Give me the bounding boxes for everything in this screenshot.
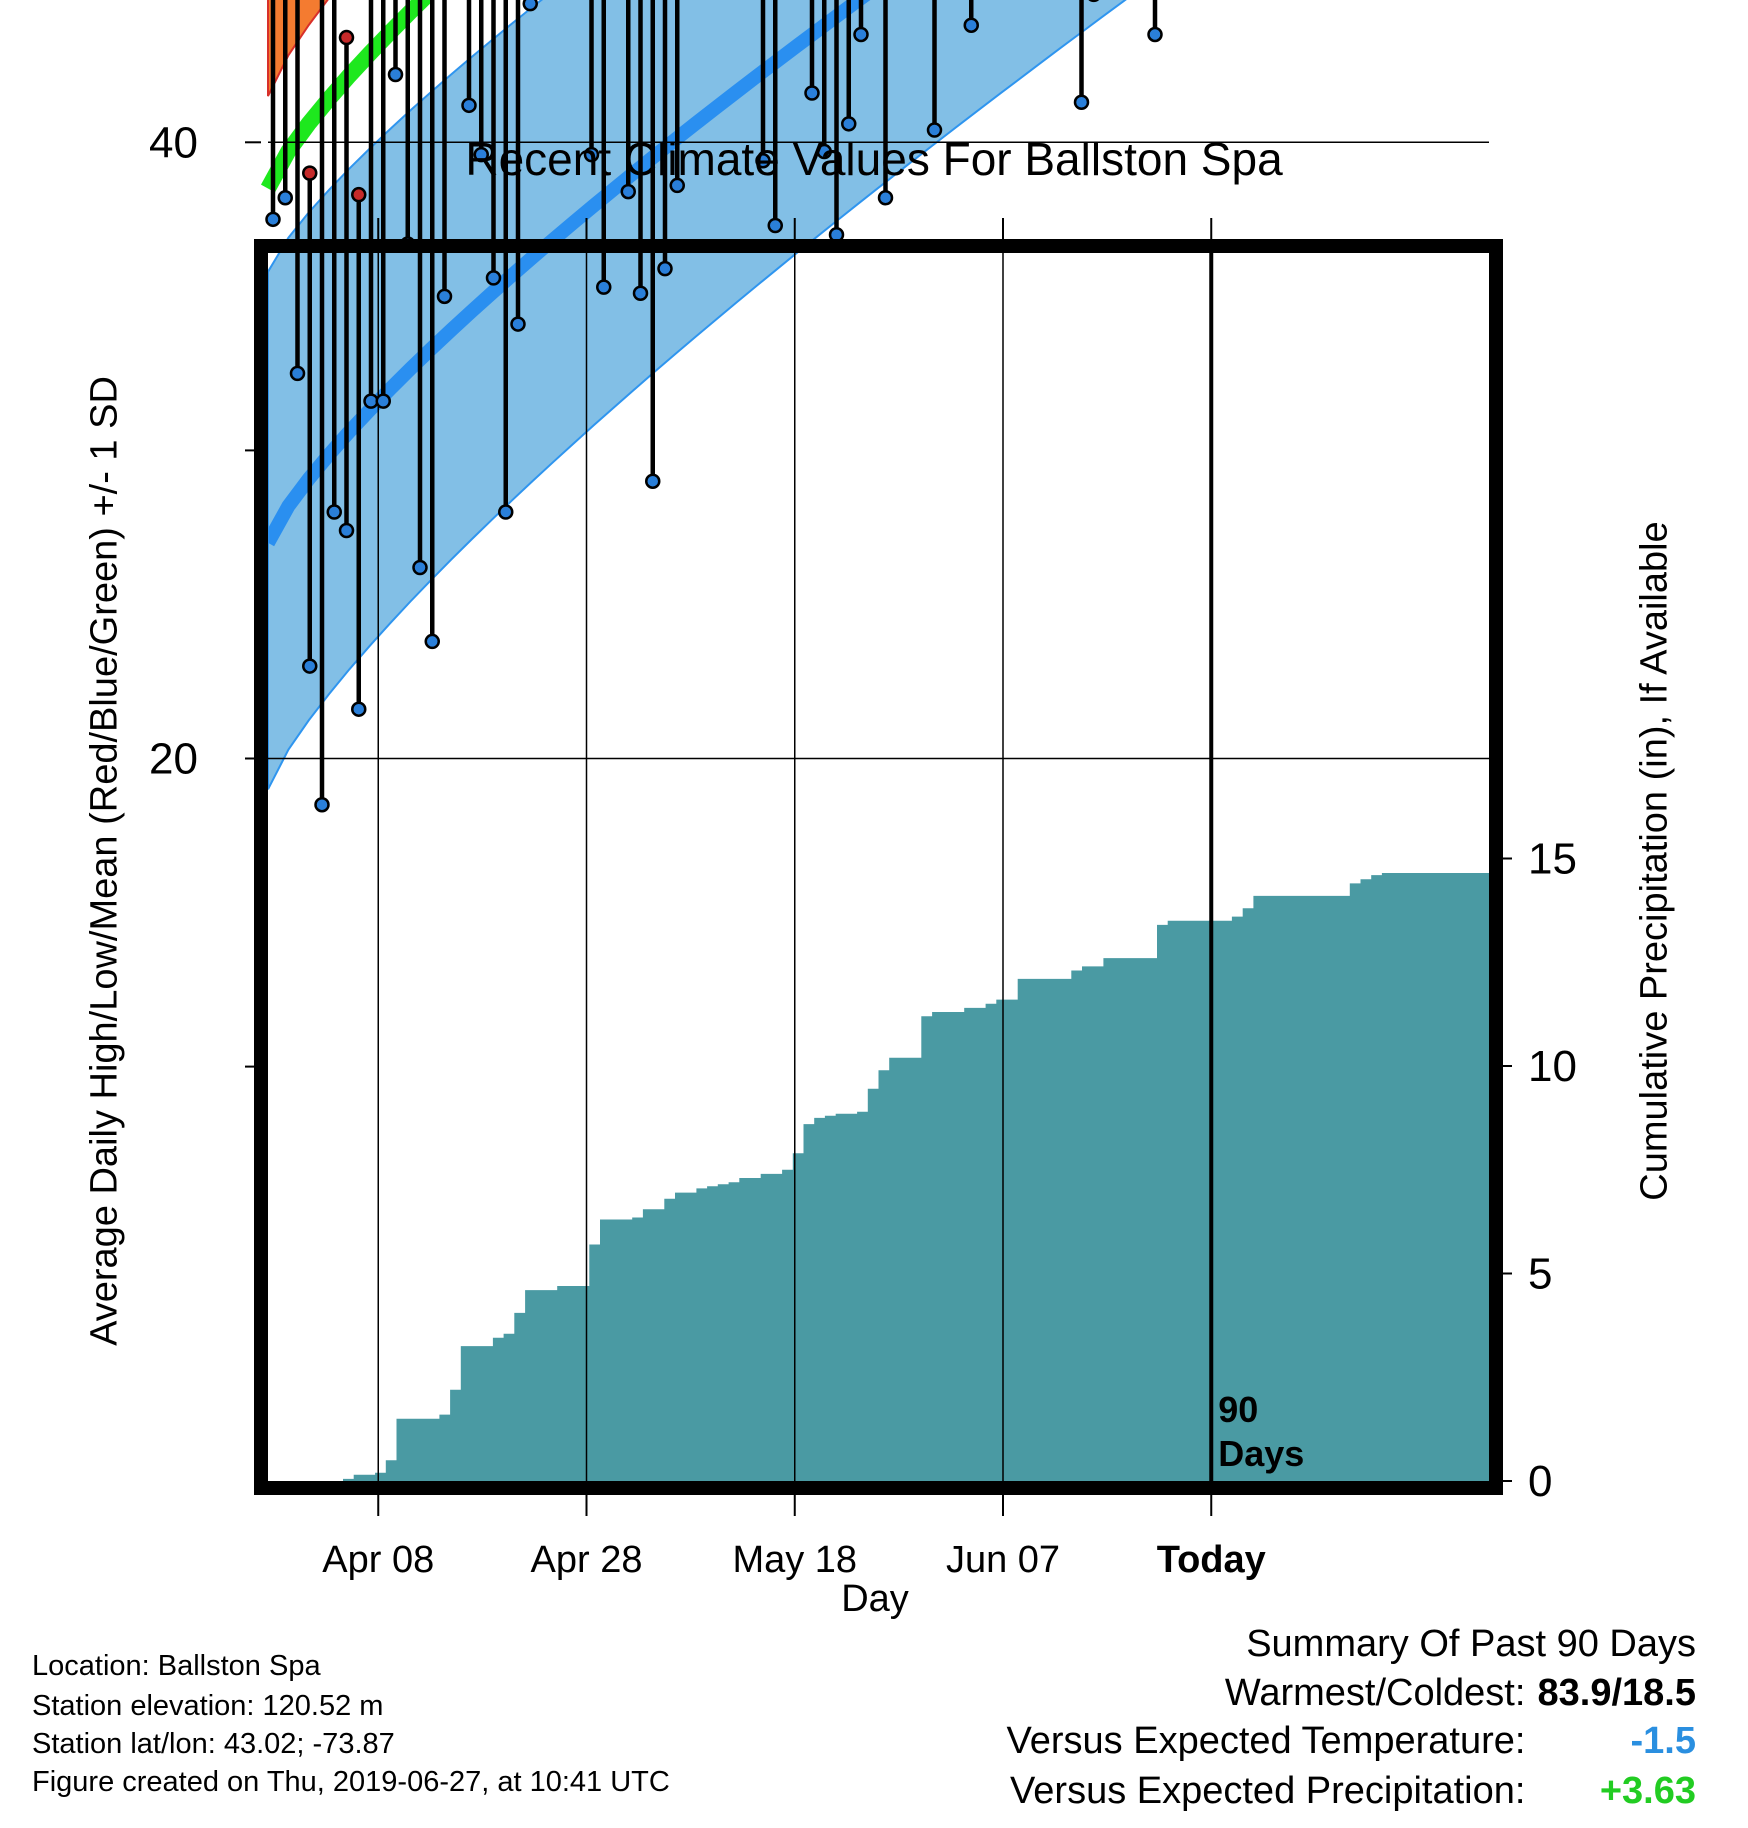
warm-cold-label: Warmest/Coldest:	[1224, 1672, 1526, 1714]
low-dot	[596, 279, 612, 295]
chart-title: Recent Climate Values For Ballston Spa	[465, 133, 1283, 185]
low-dot	[1147, 26, 1163, 43]
high-dot	[338, 29, 355, 46]
low-dot	[289, 365, 306, 382]
y2-tick-label: 0	[1528, 1457, 1552, 1506]
low-dot	[314, 796, 330, 813]
low-dot	[351, 701, 367, 717]
low-dot	[963, 17, 979, 33]
low-dot	[645, 473, 661, 489]
high-dot	[302, 165, 318, 181]
low-dot	[424, 633, 440, 650]
low-dot	[302, 658, 318, 674]
y-tick-label: 20	[149, 735, 198, 784]
summary-warm-cold: Warmest/Coldest: 83.9/18.5	[1225, 1672, 1696, 1715]
low-dot	[657, 260, 673, 277]
low-dot	[816, 143, 832, 160]
low-dot	[461, 97, 477, 114]
observed-temperatures	[265, 0, 1163, 813]
y-tick-label: 40	[149, 118, 198, 167]
low-dot	[510, 316, 526, 332]
y2-tick-label: 10	[1528, 1042, 1577, 1091]
x-tick-label: Today	[1157, 1539, 1266, 1581]
low-dot	[1088, 0, 1100, 3]
summary-heading: Summary Of Past 90 Days	[1246, 1623, 1696, 1665]
precip-cumulative-area	[268, 873, 1489, 1481]
low-dot	[804, 85, 820, 101]
low-dot	[853, 26, 869, 43]
precipitation-value: +3.63	[1599, 1770, 1696, 1812]
low-dot	[338, 522, 355, 539]
low-dot	[485, 270, 502, 286]
low-dot	[583, 146, 600, 163]
low-dot	[522, 0, 538, 12]
location-text: Location: Ballston Spa	[32, 1650, 321, 1682]
low-dot	[926, 122, 943, 138]
normal-bands	[260, 0, 1127, 790]
low-dot	[841, 116, 857, 132]
low-dot	[755, 153, 771, 169]
x-tick-label: Jun 07	[946, 1539, 1060, 1581]
y2-tick-label: 5	[1528, 1250, 1552, 1299]
low-dot	[498, 504, 514, 520]
warm-cold-value: 83.9/18.5	[1537, 1672, 1696, 1714]
summary-precipitation: Versus Expected Precipitation: +3.63	[1010, 1770, 1696, 1813]
low-dot	[620, 183, 636, 200]
high-sd-band	[267, 0, 329, 97]
low-dot	[387, 66, 404, 83]
low-sd-band	[267, 0, 1127, 790]
low-dot	[632, 285, 649, 302]
temperature-label: Versus Expected Temperature:	[1006, 1720, 1526, 1762]
low-dot	[436, 288, 453, 305]
low-dot	[412, 559, 428, 576]
summary-temperature: Versus Expected Temperature: -1.5	[1007, 1720, 1696, 1763]
x-axis-label: Day	[841, 1578, 909, 1620]
today-label-days: Days	[1218, 1433, 1304, 1474]
low-dot	[265, 211, 281, 228]
low-dot	[473, 146, 489, 163]
low-dot	[1073, 94, 1090, 110]
y2-axis-label: Cumulative Precipitation (in), If Availa…	[1633, 521, 1676, 1201]
normal-low-line	[261, 0, 871, 547]
elevation-text: Station elevation: 120.52 m	[32, 1690, 384, 1722]
plot-border	[254, 239, 1503, 1495]
x-tick-label: Apr 08	[322, 1539, 434, 1581]
y-axis-label: Average Daily High/Low/Mean (Red/Blue/Gr…	[83, 376, 126, 1346]
low-dot	[375, 393, 391, 409]
today-label-90: 90	[1218, 1389, 1258, 1430]
latlon-text: Station lat/lon: 43.02; -73.87	[32, 1728, 395, 1760]
low-dot	[326, 504, 342, 520]
precipitation-label: Versus Expected Precipitation:	[1010, 1770, 1526, 1812]
precipitation-area	[268, 873, 1489, 1481]
low-dot	[669, 177, 685, 194]
created-text: Figure created on Thu, 2019-06-27, at 10…	[32, 1766, 670, 1798]
low-dot	[767, 217, 783, 234]
y2-tick-label: 15	[1528, 835, 1577, 884]
temperature-value: -1.5	[1630, 1720, 1696, 1762]
low-dot	[277, 190, 293, 206]
high-dot	[351, 186, 367, 203]
x-tick-label: Apr 28	[531, 1539, 643, 1581]
x-tick-label: May 18	[732, 1539, 857, 1581]
low-dot	[877, 190, 894, 206]
